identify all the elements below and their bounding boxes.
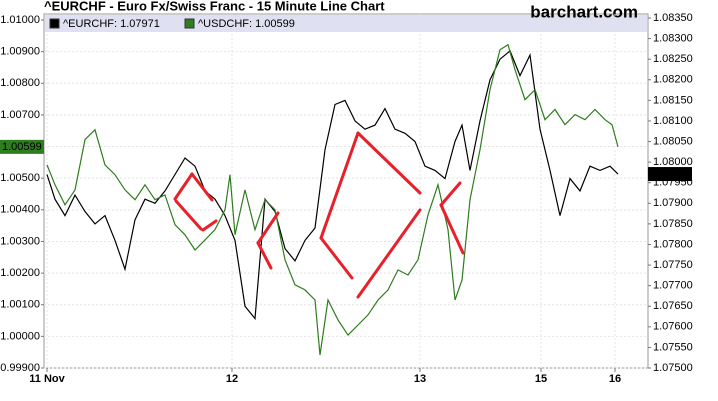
- y2-tick-label: 1.07600: [653, 321, 693, 333]
- legend-swatch: [49, 18, 60, 29]
- y2-tick-label: 1.07900: [653, 197, 693, 209]
- y2-tick-label: 1.08250: [653, 53, 693, 65]
- y2-tick-label: 1.07750: [653, 259, 693, 271]
- last-value-badge: [0, 139, 44, 154]
- legend-label: ^EURCHF: 1.07971: [63, 18, 160, 30]
- y-tick-label: 1.00700: [0, 109, 40, 121]
- legend-swatch: [184, 18, 195, 29]
- x-tick-label: 11 Nov: [29, 373, 65, 385]
- y2-tick-label: 1.07650: [653, 300, 693, 312]
- annotation-stroke: [356, 208, 422, 299]
- y-tick-label: 1.00000: [0, 330, 40, 342]
- y2-tick-label: 1.08300: [653, 32, 693, 44]
- lines: [46, 43, 619, 356]
- y2-tick-label: 1.08200: [653, 74, 693, 86]
- y-tick-label: 0.99900: [0, 362, 40, 374]
- x-tick-label: 16: [609, 373, 621, 385]
- legend-band: [45, 15, 647, 32]
- legend-label: ^USDCHF: 1.00599: [198, 18, 295, 30]
- plot-frame: [43, 13, 649, 369]
- y2-tick-label: 1.08350: [653, 12, 693, 24]
- annotations: [173, 131, 465, 299]
- annotation-stroke: [439, 203, 465, 255]
- annotation-stroke: [201, 219, 218, 232]
- x-tick-label: 12: [226, 373, 238, 385]
- annotation-stroke: [174, 199, 203, 231]
- y-tick-label: 1.00300: [0, 235, 40, 247]
- x-tick-label: 13: [414, 373, 426, 385]
- y-tick-label: 1.00100: [0, 299, 40, 311]
- annotation-stroke: [319, 131, 360, 240]
- y-tick-label: 1.01000: [0, 14, 40, 26]
- last-value-badge: [648, 167, 692, 182]
- y-tick-label: 1.00500: [0, 172, 40, 184]
- series-line: [46, 49, 619, 321]
- chart-title: ^EURCHF - Euro Fx/Swiss Franc - 15 Minut…: [44, 0, 385, 13]
- y2-tick-label: 1.07500: [653, 362, 693, 374]
- x-tick-label: 15: [535, 373, 547, 385]
- y2-tick-label: 1.08050: [653, 135, 693, 147]
- y2-tick-label: 1.07850: [653, 218, 693, 230]
- annotation-stroke: [319, 236, 354, 280]
- y2-tick-label: 1.08000: [653, 156, 693, 168]
- y2-tick-label: 1.08150: [653, 94, 693, 106]
- annotation-stroke: [190, 172, 214, 202]
- series-line: [46, 43, 619, 356]
- y-tick-label: 1.00200: [0, 267, 40, 279]
- last-value-label: 1.00599: [2, 141, 42, 153]
- y2-tick-label: 1.07800: [653, 238, 693, 250]
- last-value-label: 1.07971: [650, 168, 690, 180]
- annotation-stroke: [356, 131, 422, 195]
- annotation-stroke: [256, 211, 280, 245]
- y-tick-label: 1.00900: [0, 46, 40, 58]
- y-tick-label: 1.00800: [0, 77, 40, 89]
- y-tick-label: 1.00400: [0, 204, 40, 216]
- annotation-stroke: [439, 181, 462, 207]
- annotation-stroke: [256, 241, 273, 270]
- annotation-stroke: [173, 172, 194, 201]
- y2-tick-label: 1.07550: [653, 341, 693, 353]
- grid: [44, 14, 648, 369]
- source: barchart.com: [530, 2, 638, 21]
- y2-tick-label: 1.07700: [653, 280, 693, 292]
- y2-tick-label: 1.08100: [653, 115, 693, 127]
